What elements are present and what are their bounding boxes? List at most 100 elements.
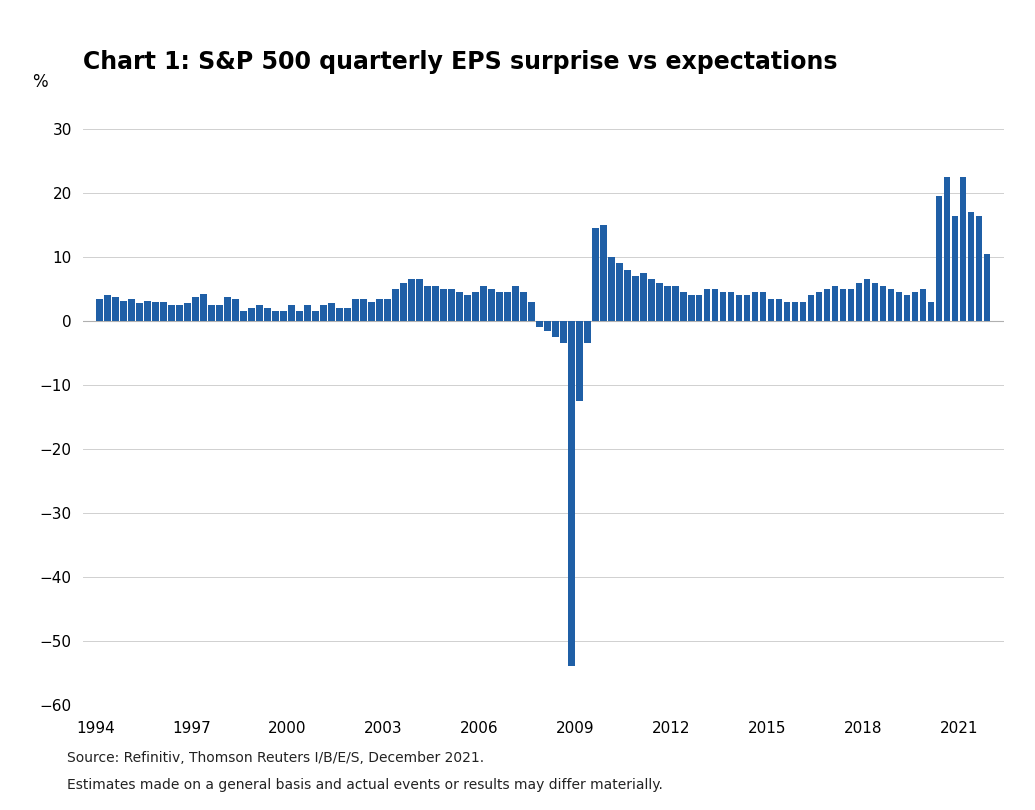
Bar bbox=[736, 296, 742, 321]
Bar bbox=[728, 292, 735, 321]
Text: Chart 1: S&P 500 quarterly EPS surprise vs expectations: Chart 1: S&P 500 quarterly EPS surprise … bbox=[83, 50, 837, 75]
Bar bbox=[377, 299, 383, 321]
Bar bbox=[320, 305, 327, 321]
Bar bbox=[552, 321, 559, 337]
Bar bbox=[560, 321, 566, 343]
Bar bbox=[144, 301, 151, 321]
Bar bbox=[656, 283, 662, 321]
Bar bbox=[296, 311, 302, 321]
Bar bbox=[768, 299, 774, 321]
Bar bbox=[936, 196, 943, 321]
Bar bbox=[632, 276, 639, 321]
Text: Estimates made on a general basis and actual events or results may differ materi: Estimates made on a general basis and ac… bbox=[67, 778, 663, 792]
Bar bbox=[720, 292, 727, 321]
Bar bbox=[248, 309, 255, 321]
Bar bbox=[616, 263, 622, 321]
Bar bbox=[512, 286, 519, 321]
Bar bbox=[752, 292, 759, 321]
Bar bbox=[680, 292, 686, 321]
Bar bbox=[712, 289, 718, 321]
Bar bbox=[792, 302, 798, 321]
Bar bbox=[864, 279, 870, 321]
Bar bbox=[152, 302, 158, 321]
Bar bbox=[576, 321, 583, 401]
Bar bbox=[832, 286, 838, 321]
Bar bbox=[440, 289, 447, 321]
Bar bbox=[568, 321, 574, 667]
Bar bbox=[289, 305, 295, 321]
Bar bbox=[313, 311, 319, 321]
Bar bbox=[504, 292, 510, 321]
Bar bbox=[489, 289, 495, 321]
Bar bbox=[697, 296, 703, 321]
Bar bbox=[201, 294, 207, 321]
Bar bbox=[408, 279, 415, 321]
Bar bbox=[193, 296, 199, 321]
Bar bbox=[776, 299, 782, 321]
Bar bbox=[264, 309, 271, 321]
Bar bbox=[840, 289, 847, 321]
Bar bbox=[216, 305, 223, 321]
Bar bbox=[896, 292, 903, 321]
Bar bbox=[416, 279, 422, 321]
Bar bbox=[208, 305, 214, 321]
Bar bbox=[528, 302, 535, 321]
Bar bbox=[648, 279, 654, 321]
Bar bbox=[368, 302, 375, 321]
Bar bbox=[120, 301, 126, 321]
Bar bbox=[960, 177, 967, 321]
Bar bbox=[688, 296, 694, 321]
Bar bbox=[456, 292, 463, 321]
Bar bbox=[160, 302, 167, 321]
Bar bbox=[609, 257, 615, 321]
Bar bbox=[744, 296, 750, 321]
Bar bbox=[944, 177, 950, 321]
Bar bbox=[401, 283, 407, 321]
Bar bbox=[424, 286, 431, 321]
Bar bbox=[968, 212, 974, 321]
Bar bbox=[392, 289, 398, 321]
Bar bbox=[137, 303, 143, 321]
Bar bbox=[448, 289, 454, 321]
Bar bbox=[240, 311, 246, 321]
Bar bbox=[920, 289, 926, 321]
Bar bbox=[280, 311, 287, 321]
Bar bbox=[848, 289, 855, 321]
Bar bbox=[824, 289, 830, 321]
Bar bbox=[113, 296, 119, 321]
Bar bbox=[624, 270, 630, 321]
Text: %: % bbox=[32, 73, 48, 92]
Bar bbox=[880, 286, 886, 321]
Bar bbox=[521, 292, 527, 321]
Bar bbox=[785, 302, 791, 321]
Bar bbox=[496, 292, 503, 321]
Bar bbox=[672, 286, 679, 321]
Bar bbox=[472, 292, 478, 321]
Bar bbox=[465, 296, 471, 321]
Bar bbox=[384, 299, 390, 321]
Bar bbox=[257, 305, 263, 321]
Bar bbox=[232, 299, 239, 321]
Bar bbox=[952, 215, 958, 321]
Text: Source: Refinitiv, Thomson Reuters I/B/E/S, December 2021.: Source: Refinitiv, Thomson Reuters I/B/E… bbox=[67, 752, 484, 765]
Bar bbox=[96, 299, 102, 321]
Bar bbox=[816, 292, 823, 321]
Bar bbox=[800, 302, 806, 321]
Bar bbox=[808, 296, 815, 321]
Bar bbox=[345, 309, 351, 321]
Bar bbox=[760, 292, 767, 321]
Bar bbox=[664, 286, 671, 321]
Bar bbox=[105, 296, 111, 321]
Bar bbox=[904, 296, 911, 321]
Bar bbox=[984, 254, 990, 321]
Bar bbox=[544, 321, 551, 330]
Bar bbox=[480, 286, 486, 321]
Bar bbox=[128, 299, 135, 321]
Bar bbox=[225, 296, 231, 321]
Bar bbox=[304, 305, 310, 321]
Bar bbox=[912, 292, 918, 321]
Bar bbox=[536, 321, 542, 327]
Bar bbox=[888, 289, 894, 321]
Bar bbox=[352, 299, 359, 321]
Bar bbox=[169, 305, 175, 321]
